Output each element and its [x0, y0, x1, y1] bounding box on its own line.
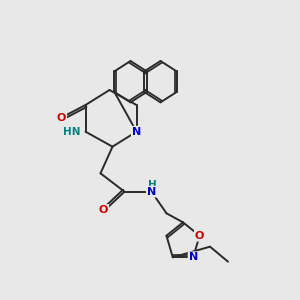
Text: HN: HN [63, 127, 80, 137]
Text: N: N [132, 127, 141, 137]
Text: H: H [148, 180, 157, 190]
Text: N: N [189, 252, 198, 262]
Text: N: N [147, 187, 156, 197]
Text: O: O [57, 113, 66, 123]
Text: O: O [99, 205, 108, 215]
Text: O: O [195, 231, 204, 241]
